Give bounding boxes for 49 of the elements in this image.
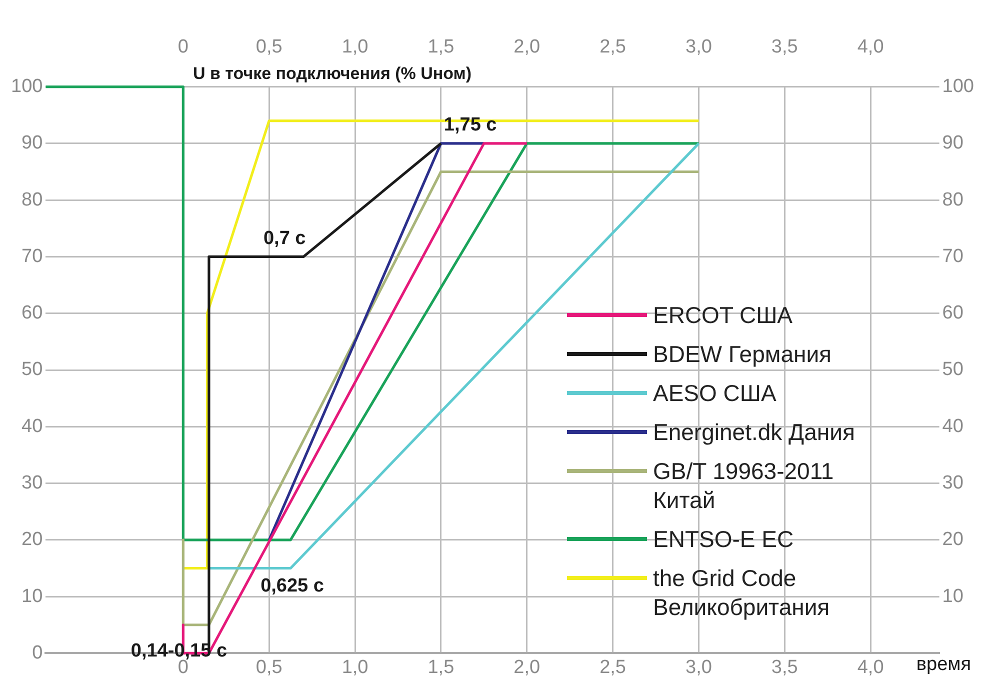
y2-tick-label: 90 [942, 132, 964, 154]
y2-tick-label: 40 [942, 416, 964, 437]
y-tick-label: 50 [22, 359, 43, 380]
y-tick-label: 70 [22, 246, 43, 267]
annotation: 0,7 c [263, 228, 306, 249]
x-tick-label: 0,5 [256, 656, 282, 678]
y-tick-label: 90 [22, 132, 43, 154]
y-tick-label: 60 [22, 302, 43, 324]
x2-tick-label: 1,5 [428, 36, 454, 58]
legend-label: the Grid Code Великобритания [653, 564, 831, 622]
x-tick-label: 1,5 [428, 656, 454, 678]
legend-label: Energinet.dk Дания [653, 418, 856, 447]
y2-tick-label: 60 [942, 302, 964, 324]
y-tick-label: 0 [32, 642, 43, 664]
y-tick-label: 10 [22, 586, 43, 607]
y2-tick-label: 70 [942, 246, 964, 267]
x2-tick-label: 1,0 [342, 36, 368, 58]
y2-tick-label: 80 [942, 189, 964, 210]
annotation: 0,625 c [260, 575, 324, 596]
x2-tick-label: 3,5 [771, 36, 798, 58]
legend-label: BDEW Германия [653, 340, 832, 369]
y2-tick-label: 100 [942, 76, 974, 98]
x2-tick-label: 2,5 [600, 36, 626, 58]
x-tick-label: 2,0 [514, 656, 540, 678]
y-axis-title: U в точке подключения (% Uном) [193, 64, 472, 84]
x-tick-label: 3,0 [686, 656, 712, 678]
y2-tick-label: 20 [942, 529, 964, 550]
x2-tick-label: 4,0 [857, 36, 884, 58]
x2-tick-label: 0,5 [256, 36, 282, 58]
y2-tick-label: 10 [942, 586, 964, 607]
y-tick-label: 100 [11, 76, 43, 98]
legend-label: GB/T 19963-2011 Китай [653, 457, 835, 515]
legend-label: ENTSO-E EC [653, 525, 795, 554]
legend-label: ERCOT США [653, 301, 794, 330]
y-tick-label: 30 [22, 472, 43, 494]
x-tick-label: 4,0 [857, 656, 884, 678]
x-tick-label: 1,0 [342, 656, 368, 678]
y-tick-label: 40 [22, 416, 43, 437]
y2-tick-label: 30 [942, 472, 964, 494]
y-tick-label: 80 [22, 189, 43, 210]
x2-tick-label: 2,0 [514, 36, 540, 58]
x-axis-title: время [916, 654, 971, 676]
x2-tick-label: 3,0 [686, 36, 712, 58]
legend-label: AESO США [653, 379, 778, 408]
y-tick-label: 20 [22, 529, 43, 550]
y2-tick-label: 50 [942, 359, 964, 380]
x-tick-label: 3,5 [771, 656, 798, 678]
x-tick-label: 2,5 [600, 656, 626, 678]
x2-tick-label: 0 [178, 36, 188, 58]
